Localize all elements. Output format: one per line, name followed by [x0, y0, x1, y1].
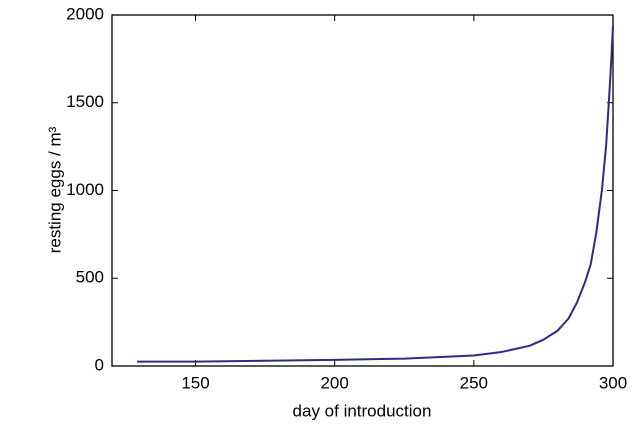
- y-tick-label: 1000: [66, 180, 104, 199]
- y-tick-label: 500: [76, 268, 104, 287]
- x-tick-label: 200: [320, 373, 348, 392]
- y-axis-label: resting eggs / m³: [45, 126, 64, 253]
- plot-frame: [111, 14, 614, 367]
- line-series: [137, 25, 614, 363]
- y-tick-label: 1500: [66, 92, 104, 111]
- x-tick-label: 250: [460, 373, 488, 392]
- x-tick-label: 150: [181, 373, 209, 392]
- x-axis-label: day of introduction: [293, 401, 432, 420]
- y-tick-label: 2000: [66, 4, 104, 23]
- x-tick-label: 300: [599, 373, 627, 392]
- y-tick-label: 0: [95, 355, 104, 374]
